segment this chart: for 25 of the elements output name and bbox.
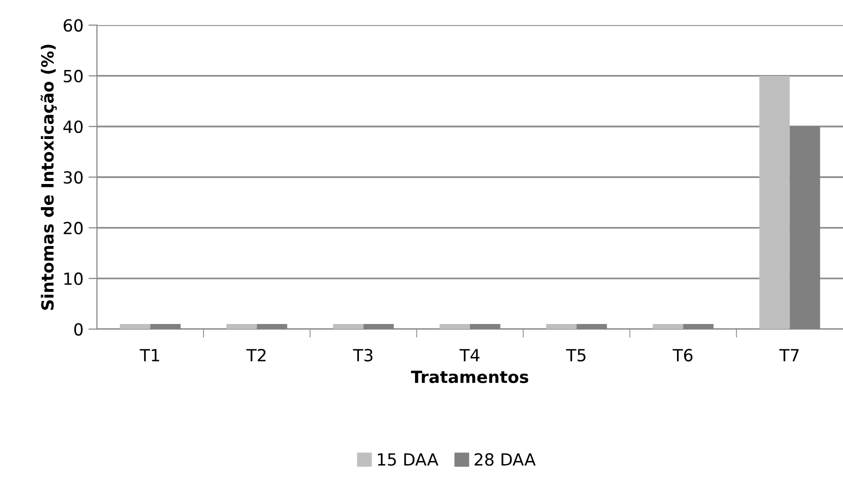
x-axis-title: Tratamentos	[411, 370, 528, 384]
x-tick-label: T1	[140, 349, 160, 362]
x-tick-label: T3	[352, 348, 372, 362]
bar	[333, 324, 364, 330]
legend-label: 15 DAA	[378, 453, 438, 466]
x-tick-label: T2	[246, 348, 266, 362]
bar	[226, 324, 257, 330]
legend-label: 28 DAA	[474, 453, 536, 466]
y-tick-label: 60	[64, 19, 83, 32]
y-tick-label: 30	[64, 171, 83, 184]
bar	[546, 324, 577, 330]
y-tick-label: 10	[64, 272, 83, 286]
x-tick-label: T6	[672, 348, 692, 362]
x-tick-label: T7	[779, 349, 799, 362]
bar	[440, 324, 470, 330]
y-tick-label: 40	[63, 120, 83, 134]
x-tick-label: T5	[566, 349, 586, 362]
y-axis-title: Sintomas de Intoxicação (%)	[40, 44, 57, 310]
bar	[652, 324, 684, 330]
y-tick-label: 50	[64, 70, 83, 82]
y-tick-label: 20	[64, 222, 83, 234]
x-tick-label: T4	[460, 349, 480, 362]
bar	[759, 76, 790, 330]
bar	[120, 324, 150, 330]
y-tick-label: 0	[74, 323, 83, 336]
